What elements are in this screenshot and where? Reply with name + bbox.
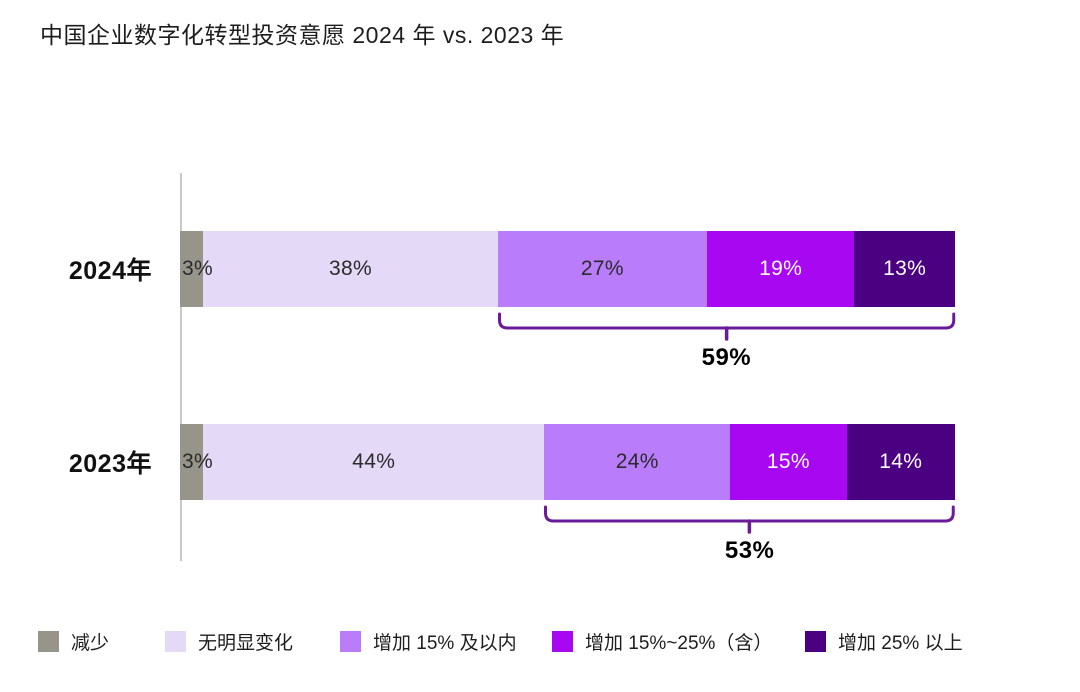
legend-swatch [38,631,59,652]
bar-segment: 27% [497,231,707,307]
legend-label: 增加 15% 及以内 [373,633,517,654]
segment-value-label: 24% [615,450,659,473]
segment-value-label: 3% [182,450,213,473]
stacked-bar-2024: 3% 38% 27% 19% 13% [180,231,955,307]
segment-value-label: 44% [352,450,396,473]
segment-value-label: 27% [580,257,624,280]
legend-item: 增加 25% 以上 [805,628,963,655]
legend-label: 无明显变化 [198,633,294,654]
bracket-shape [544,505,955,534]
segment-value-label: 15% [766,450,810,473]
legend: 减少 无明显变化 增加 15% 及以内 增加 15%~25%（含） 增加 25% 以上 [0,628,1080,658]
bar-row-2023: 2023年 3% 44% 24% 15% 14% [0,424,1080,500]
y-axis-line [180,173,182,561]
segment-value-label: 13% [883,257,927,280]
legend-label: 增加 25% 以上 [838,633,963,654]
segment-value-label: 38% [329,257,372,280]
chart-area: 2024年 3% 38% 27% 19% 13% 2023年 3% 44% 24% 15% 14… [0,173,1080,567]
bar-segment: 15% [730,424,847,500]
bar-segment: 14% [846,424,955,500]
legend-item: 减少 [38,628,109,655]
sum-label: 59% [701,344,752,371]
segment-value-label: 3% [182,257,213,280]
row-label-2024: 2024年 [68,257,152,285]
bar-segment: 3% [180,231,213,307]
stacked-bar-2023: 3% 44% 24% 15% 14% [180,424,955,500]
bar-segment: 24% [544,424,731,500]
bar-segment: 44% [203,424,545,500]
row-label-2023: 2023年 [68,450,152,478]
bar-segment: 3% [180,424,213,500]
sum-label: 53% [724,537,775,564]
legend-item: 增加 15%~25%（含） [552,628,772,655]
segment-value-label: 14% [879,450,923,473]
legend-swatch [340,631,361,652]
legend-item: 增加 15% 及以内 [340,628,517,655]
legend-item: 无明显变化 [165,628,293,655]
chart-title: 中国企业数字化转型投资意愿 2024 年 vs. 2023 年 [40,22,565,48]
sum-bracket: 59% [497,312,955,374]
legend-swatch [165,631,186,652]
bar-row-2024: 2024年 3% 38% 27% 19% 13% [0,231,1080,307]
bar-segment: 19% [707,231,855,307]
legend-label: 减少 [71,633,110,654]
legend-swatch [805,631,826,652]
bracket-shape [497,312,955,341]
legend-swatch [552,631,573,652]
legend-label: 增加 15%~25%（含） [585,633,773,654]
bar-segment: 13% [854,231,955,307]
bar-segment: 38% [203,231,498,307]
segment-value-label: 19% [759,257,803,280]
sum-bracket: 53% [544,505,955,567]
